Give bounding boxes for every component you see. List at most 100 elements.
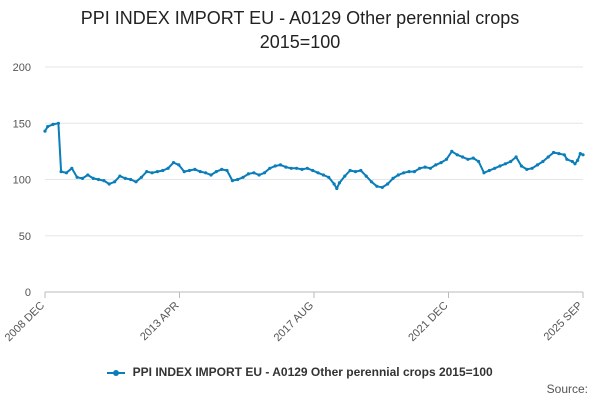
data-point <box>155 170 159 174</box>
data-point <box>364 174 368 178</box>
data-point <box>177 163 181 167</box>
data-point <box>546 155 550 159</box>
y-tick-label: 150 <box>13 118 31 130</box>
data-point <box>471 156 475 160</box>
legend-series-marker <box>107 369 126 376</box>
chart-subtitle: 2015=100 <box>259 32 341 52</box>
data-point <box>444 157 449 161</box>
x-tick-label: 2025 SEP <box>542 300 586 344</box>
data-point <box>295 166 299 170</box>
data-point <box>327 175 331 179</box>
data-point <box>509 159 513 164</box>
data-point <box>305 166 309 170</box>
data-point <box>171 161 176 165</box>
data-point <box>332 182 336 186</box>
data-point <box>525 167 529 171</box>
data-point <box>273 164 277 168</box>
data-point <box>343 174 347 178</box>
data-point <box>557 152 561 156</box>
data-point <box>166 166 170 170</box>
data-point <box>380 185 384 189</box>
data-point <box>59 170 63 174</box>
data-point <box>107 182 111 186</box>
data-point <box>570 159 574 164</box>
data-point <box>455 153 459 157</box>
data-point <box>284 165 288 169</box>
data-point <box>278 163 283 167</box>
data-point <box>139 175 143 179</box>
data-point <box>576 158 580 162</box>
data-point <box>150 171 154 175</box>
data-point <box>535 163 540 167</box>
source-label: Source: <box>546 382 588 396</box>
data-point <box>70 166 74 170</box>
y-tick-label: 0 <box>25 287 31 299</box>
data-point <box>161 168 165 173</box>
data-point <box>86 173 90 177</box>
data-point <box>193 167 197 171</box>
data-point <box>565 157 569 161</box>
y-tick-label: 200 <box>13 62 31 74</box>
chart-title-line: PPI INDEX IMPORT EU - A0129 Other perenn… <box>80 8 520 28</box>
data-point <box>134 180 138 184</box>
data-point <box>335 186 339 191</box>
y-tick-label: 100 <box>13 175 31 187</box>
data-point <box>573 162 577 166</box>
data-point <box>311 168 315 173</box>
data-point <box>316 171 320 175</box>
data-point <box>428 166 432 170</box>
data-point <box>434 163 438 167</box>
data-point <box>300 167 304 171</box>
data-point <box>118 174 122 178</box>
data-point <box>182 170 186 174</box>
x-tick-label: 2013 APR <box>138 300 182 344</box>
data-point <box>396 173 400 177</box>
data-point <box>198 170 202 174</box>
data-point <box>477 159 481 164</box>
data-point <box>418 166 422 170</box>
data-point <box>241 175 245 179</box>
chart-legend[interactable]: PPI INDEX IMPORT EU - A0129 Other perenn… <box>0 365 600 379</box>
data-point <box>337 181 341 185</box>
data-point <box>503 162 507 166</box>
data-point <box>246 172 250 176</box>
series-line <box>44 122 584 190</box>
data-point <box>96 177 101 182</box>
data-point <box>386 182 390 186</box>
data-point <box>498 164 502 168</box>
data-point <box>439 161 443 165</box>
data-point <box>102 179 106 183</box>
data-point <box>56 121 61 125</box>
data-point <box>578 152 582 156</box>
data-point <box>450 149 454 153</box>
data-point <box>289 166 293 170</box>
data-point <box>353 170 358 174</box>
data-point <box>43 129 47 133</box>
data-point <box>64 171 68 175</box>
x-tick-label: 2021 DEC <box>406 300 450 344</box>
data-point <box>129 177 133 182</box>
data-point <box>80 176 85 180</box>
data-point <box>530 166 534 170</box>
x-tick-label: 2008 DEC <box>3 300 47 344</box>
data-point <box>562 153 566 157</box>
data-point <box>252 171 256 175</box>
data-point <box>204 171 208 175</box>
data-point <box>75 175 79 179</box>
data-point <box>407 170 411 174</box>
data-point <box>46 125 50 129</box>
data-point <box>348 168 352 173</box>
data-point <box>145 170 149 174</box>
data-point <box>391 176 395 180</box>
data-point <box>321 173 325 177</box>
data-point <box>225 168 229 173</box>
data-point <box>375 184 379 188</box>
data-point <box>123 176 127 180</box>
data-point <box>187 168 192 173</box>
data-point <box>209 173 213 177</box>
y-tick-label: 50 <box>19 231 31 243</box>
data-point <box>268 166 272 170</box>
data-point <box>113 180 117 184</box>
